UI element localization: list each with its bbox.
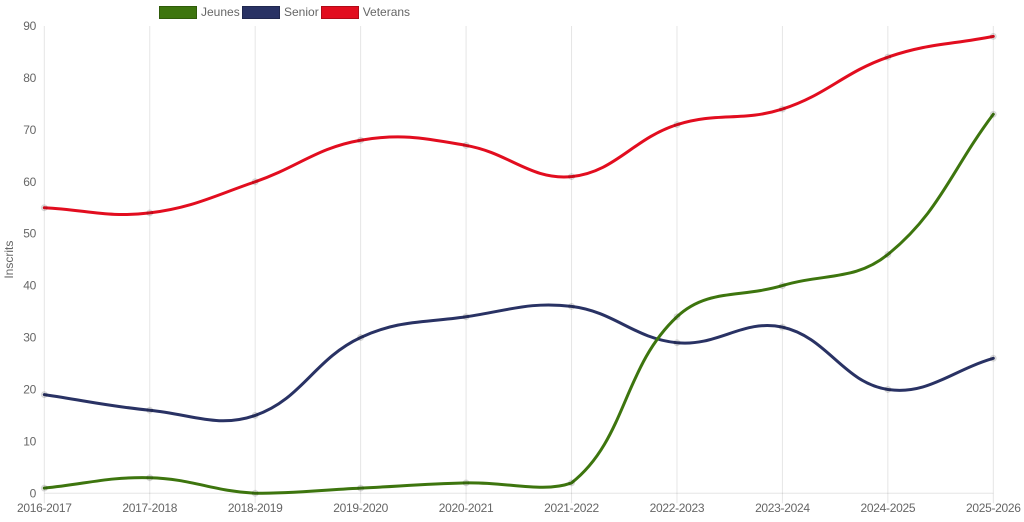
data-point-jeunes xyxy=(884,250,892,258)
legend-label-veterans: Veterans xyxy=(362,5,411,19)
data-point-senior xyxy=(568,302,576,310)
data-point-jeunes xyxy=(989,110,997,118)
chart-legend: Jeunes Senior Veterans xyxy=(0,0,1024,26)
y-tick-label: 60 xyxy=(23,175,36,189)
series-senior xyxy=(40,302,997,423)
legend-item-veterans[interactable]: Veterans xyxy=(320,5,411,19)
legend-swatch-jeunes xyxy=(159,6,197,19)
data-point-senior xyxy=(462,313,470,321)
x-tick-label: 2024-2025 xyxy=(861,501,916,515)
data-point-senior xyxy=(778,323,786,331)
x-tick-label: 2019-2020 xyxy=(333,501,388,515)
legend-label-jeunes: Jeunes xyxy=(201,5,240,19)
y-axis-tick-labels: 0 10 20 30 40 50 60 70 80 90 xyxy=(23,19,37,500)
y-tick-label: 20 xyxy=(23,382,36,396)
data-point-jeunes xyxy=(462,479,470,487)
y-tick-label: 0 xyxy=(30,486,37,500)
data-point-veterans xyxy=(357,136,365,144)
data-point-veterans xyxy=(673,121,681,129)
y-axis-title: Inscrits xyxy=(2,241,16,279)
legend-item-senior[interactable]: Senior xyxy=(242,6,319,19)
data-point-jeunes xyxy=(673,313,681,321)
data-point-senior xyxy=(884,385,892,393)
data-point-jeunes xyxy=(251,489,259,497)
data-point-veterans xyxy=(989,32,997,40)
y-tick-label: 80 xyxy=(23,71,36,85)
data-point-senior xyxy=(146,406,154,414)
x-axis-tick-labels: 2016-2017 2017-2018 2018-2019 2019-2020 2020… xyxy=(17,501,1022,515)
x-tick-label: 2020-2021 xyxy=(439,501,494,515)
data-point-jeunes xyxy=(40,484,48,492)
series-jeunes xyxy=(40,110,997,497)
legend-label-senior: Senior xyxy=(284,5,319,19)
data-point-veterans xyxy=(40,204,48,212)
legend-item-jeunes[interactable]: Jeunes xyxy=(159,6,240,19)
series-line-senior xyxy=(42,303,995,423)
y-tick-label: 50 xyxy=(23,227,36,241)
data-point-jeunes xyxy=(357,484,365,492)
gridlines xyxy=(43,26,994,504)
y-tick-label: 70 xyxy=(23,123,36,137)
legend-swatch-senior xyxy=(242,6,280,19)
data-point-veterans xyxy=(146,209,154,217)
legend-swatch-veterans xyxy=(320,6,359,19)
data-point-jeunes xyxy=(146,474,154,482)
data-point-veterans xyxy=(778,105,786,113)
data-point-veterans xyxy=(568,173,576,181)
data-point-senior xyxy=(251,411,259,419)
series-lines xyxy=(40,32,997,497)
y-tick-label: 10 xyxy=(23,434,36,448)
data-point-senior xyxy=(673,339,681,347)
series-veterans xyxy=(40,32,997,217)
x-tick-label: 2017-2018 xyxy=(122,501,177,515)
data-point-senior xyxy=(40,391,48,399)
series-line-jeunes xyxy=(42,112,995,495)
x-tick-label: 2021-2022 xyxy=(544,501,599,515)
x-tick-label: 2025-2026 xyxy=(966,501,1021,515)
y-tick-label: 40 xyxy=(23,279,36,293)
data-point-jeunes xyxy=(568,479,576,487)
data-point-veterans xyxy=(462,141,470,149)
data-point-veterans xyxy=(251,178,259,186)
x-tick-label: 2023-2024 xyxy=(755,501,810,515)
y-tick-label: 90 xyxy=(23,19,36,33)
data-point-senior xyxy=(357,334,365,342)
data-point-veterans xyxy=(884,53,892,61)
y-tick-label: 30 xyxy=(23,331,36,345)
series-line-veterans xyxy=(42,34,995,217)
x-tick-label: 2018-2019 xyxy=(228,501,283,515)
x-tick-label: 2016-2017 xyxy=(17,501,72,515)
data-point-jeunes xyxy=(778,282,786,290)
x-tick-label: 2022-2023 xyxy=(650,501,705,515)
data-point-senior xyxy=(989,354,997,362)
